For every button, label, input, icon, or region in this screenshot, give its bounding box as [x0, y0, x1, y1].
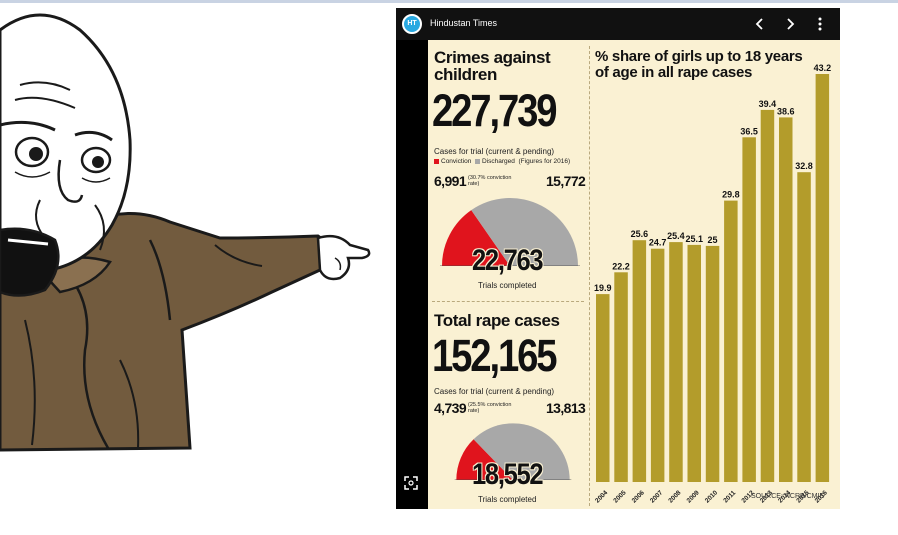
value-label-2007: 24.7: [649, 238, 667, 248]
rape-discharged: 13,813: [546, 400, 586, 416]
rape-gauge-discharged: [473, 423, 570, 480]
value-label-2013: 39.4: [759, 99, 777, 109]
bar-2014: [779, 117, 793, 483]
rape-gauge: [454, 423, 572, 480]
bar-2011: [724, 200, 738, 482]
children-trials: 22,763: [472, 244, 544, 277]
category-label-2005: 2005: [612, 489, 627, 504]
rape-total: 152,165: [432, 330, 558, 381]
category-label-2008: 2008: [667, 489, 682, 504]
value-label-2015: 32.8: [795, 161, 813, 171]
rape-title: Total rape cases: [434, 311, 560, 330]
children-gauge-conviction: [442, 210, 510, 266]
more-vertical-icon[interactable]: [816, 16, 824, 32]
category-label-2011: 2011: [722, 489, 737, 504]
value-label-2005: 22.2: [612, 261, 630, 271]
bar-2009: [687, 244, 701, 482]
bar-2015: [797, 172, 811, 482]
section-divider: [432, 301, 584, 302]
bar-chart: 19.9 2004 22.2 2005 25.6 2006 24.7 2007 25.4 2008…: [594, 63, 832, 505]
rape-sub: Cases for trial (current & pending): [434, 387, 555, 396]
bar-2007: [650, 248, 665, 482]
category-label-2009: 2009: [686, 489, 701, 504]
conviction-swatch: [434, 158, 439, 164]
category-label-2007: 2007: [649, 489, 664, 504]
bar-2010: [705, 245, 720, 482]
bar-2008: [669, 242, 683, 482]
panel-divider: [589, 46, 590, 506]
window-top-border: [0, 0, 898, 3]
bar-2004: [596, 294, 610, 482]
discharged-swatch: [474, 158, 480, 164]
chart-source: SOURCE: NCRB/CMIE: [751, 493, 825, 500]
children-total: 227,739: [432, 85, 558, 136]
source-name[interactable]: Hindustan Times: [430, 18, 498, 28]
category-label-2004: 2004: [594, 489, 609, 504]
image-viewer: HT Hindustan Times Crimes against childr…: [396, 8, 840, 509]
source-logo[interactable]: HT: [402, 14, 422, 34]
children-trials-label: Trials completed: [478, 281, 537, 290]
chart-title: % share of girls up to 18 years of age i…: [595, 48, 803, 81]
children-discharged: 15,772: [546, 173, 586, 189]
rape-conviction-rate: (25.5% conviction rate): [468, 402, 512, 414]
category-label-2010: 2010: [704, 489, 719, 504]
children-conviction: 6,991: [434, 173, 467, 189]
children-legend: Conviction Discharged (Figures for 2016): [434, 158, 570, 166]
stats-panel: Crimes against children 227,739 Cases fo…: [428, 40, 589, 509]
chart-panel: % share of girls up to 18 years of age i…: [591, 40, 840, 509]
children-gauge-discharged: [471, 197, 578, 266]
bar-2013: [760, 109, 775, 483]
value-label-2009: 25.1: [685, 234, 703, 244]
bar-2012: [742, 137, 756, 483]
rape-conviction: 4,739: [434, 400, 467, 416]
chevron-right-icon[interactable]: [784, 17, 796, 31]
value-label-2004: 19.9: [594, 283, 612, 293]
value-label-2008: 25.4: [667, 231, 685, 241]
children-sub: Cases for trial (current & pending): [434, 147, 555, 156]
rape-trials: 18,552: [472, 458, 544, 491]
expand-icon[interactable]: [404, 476, 418, 490]
chevron-left-icon[interactable]: [754, 17, 766, 31]
category-label-2006: 2006: [631, 489, 646, 504]
value-label-2006: 25.6: [631, 229, 649, 239]
legend-conviction: Conviction: [441, 158, 472, 165]
value-label-2011: 29.8: [722, 190, 740, 200]
infographic: Crimes against children 227,739 Cases fo…: [428, 40, 840, 509]
legend-note: (Figures for 2016): [518, 158, 571, 165]
bar-2005: [614, 272, 628, 482]
rape-trials-label: Trials completed: [478, 495, 537, 504]
value-label-2010: 25: [708, 235, 718, 245]
rape-gauge-conviction: [456, 439, 513, 480]
legend-discharged: Discharged: [481, 158, 515, 165]
children-conviction-rate: (30.7% conviction rate): [468, 175, 512, 187]
pointing-man-cartoon: [0, 13, 371, 452]
bar-2016: [815, 74, 830, 482]
bar-2006: [632, 240, 647, 482]
children-title: Crimes against children: [434, 48, 551, 84]
value-label-2016: 43.2: [814, 63, 832, 73]
viewer-top-bar: HT Hindustan Times: [396, 8, 840, 40]
value-label-2014: 38.6: [777, 106, 795, 116]
value-label-2012: 36.5: [740, 126, 758, 136]
children-gauge: [440, 197, 580, 266]
